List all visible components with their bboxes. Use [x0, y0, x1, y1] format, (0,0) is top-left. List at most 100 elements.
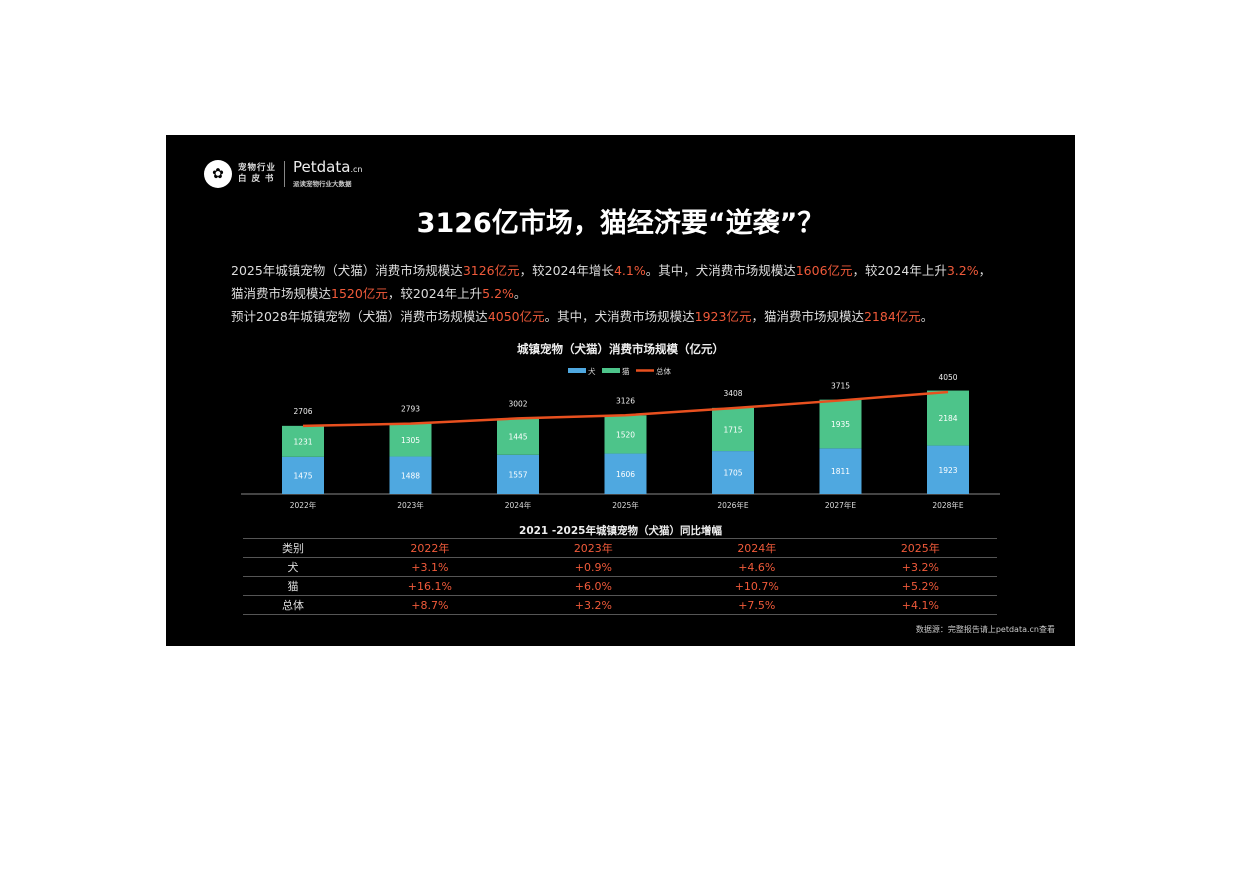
x-tick-label: 2026年E: [717, 500, 749, 510]
x-tick-label: 2025年: [612, 500, 639, 510]
table-cell: +5.2%: [843, 576, 997, 596]
text-segment: 。其中，犬消费市场规模达: [544, 309, 695, 324]
bar-cat: [819, 399, 862, 449]
table-row: 猫 +16.1% +6.0% +10.7% +5.2%: [243, 576, 997, 596]
data-label-total: 3715: [831, 381, 850, 390]
text-segment: 。: [920, 309, 934, 324]
brand-tagline: 派读宠物行业大数据: [293, 180, 352, 188]
bar-cat: [389, 423, 432, 457]
data-label-dog: 1811: [831, 467, 850, 476]
highlight-value: 1606亿元: [795, 263, 853, 278]
brand-suffix: .cn: [350, 165, 363, 174]
data-label-dog: 1475: [293, 471, 312, 480]
legend-swatch: [568, 368, 586, 373]
table-cell: +16.1%: [343, 576, 517, 596]
data-label-dog: 1557: [508, 470, 527, 479]
data-label-cat: 1715: [723, 425, 742, 434]
bar-dog: [712, 451, 754, 494]
data-label-dog: 1923: [938, 466, 957, 475]
data-label-total: 3408: [723, 389, 742, 398]
x-tick-label: 2023年: [397, 500, 424, 510]
data-label-cat: 1231: [293, 437, 312, 446]
x-tick-label: 2022年: [290, 500, 317, 510]
table-cell: +3.1%: [343, 557, 517, 577]
legend-label: 总体: [656, 366, 671, 376]
data-label-cat: 2184: [938, 414, 957, 423]
bar-dog: [819, 448, 862, 494]
table-cell: +7.5%: [669, 595, 844, 615]
logo-line1: 宠物行业: [238, 162, 277, 173]
data-label-total: 2793: [401, 405, 420, 414]
summary-paragraph: 2025年城镇宠物（犬猫）消费市场规模达3126亿元，较2024年增长4.1%。…: [231, 259, 991, 328]
legend-label: 犬: [588, 366, 596, 376]
data-label-dog: 1606: [616, 470, 635, 479]
highlight-value: 2184亿元: [863, 309, 921, 324]
text-segment: 猫消费市场规模达: [231, 286, 332, 301]
bar-cat: [497, 418, 539, 455]
table-title: 2021 -2025年城镇宠物（犬猫）同比增幅: [519, 525, 722, 537]
stacked-bar-chart: 城镇宠物（犬猫）消费市场规模（亿元） 犬 猫 总体 1475 1231 2706 2022年 1…: [241, 342, 1000, 510]
table-cell: +6.0%: [516, 576, 670, 596]
source-note: 数据源：完整报告请上petdata.cn查看: [915, 625, 1055, 634]
highlight-value: 3126亿元: [462, 263, 520, 278]
growth-table: 类别 2022年 2023年 2024年 2025年犬 +3.1% +0.9% +4.6% +3…: [243, 538, 997, 615]
summary-line-1: 2025年城镇宠物（犬猫）消费市场规模达3126亿元，较2024年增长4.1%。…: [231, 259, 991, 282]
table-row: 犬 +3.1% +0.9% +4.6% +3.2%: [243, 557, 997, 577]
data-label-cat: 1935: [831, 420, 850, 429]
table-header-row: 类别 2022年 2023年 2024年 2025年: [243, 538, 997, 558]
x-tick-label: 2024年: [505, 500, 532, 510]
highlight-value: 4.1%: [613, 263, 646, 278]
table-row: 总体 +8.7% +3.2% +7.5% +4.1%: [243, 595, 997, 615]
summary-line-2: 猫消费市场规模达1520亿元，较2024年上升5.2%。: [231, 282, 991, 305]
text-segment: ，较2024年增长: [519, 263, 614, 278]
logo-line2: 白 皮 书: [238, 173, 275, 184]
table-cell: 2022年: [343, 538, 517, 558]
bar-dog: [282, 456, 324, 494]
bar-cat: [282, 425, 324, 457]
table-cell: +10.7%: [669, 576, 844, 596]
bar-dog: [497, 454, 539, 494]
data-label-dog: 1488: [401, 471, 420, 480]
bar-dog: [927, 445, 969, 494]
bar-dog: [604, 453, 647, 494]
text-segment: ，: [978, 263, 992, 278]
table-cell: +8.7%: [343, 595, 517, 615]
x-tick-label: 2027年E: [825, 500, 857, 510]
highlight-value: 1923亿元: [694, 309, 752, 324]
data-label-total: 3002: [508, 399, 527, 408]
logo-text: 宠物行业 白 皮 书: [238, 163, 276, 185]
data-label-total: 4050: [938, 373, 957, 382]
summary-line-3: 预计2028年城镇宠物（犬猫）消费市场规模达4050亿元。其中，犬消费市场规模达…: [231, 305, 991, 328]
data-label-cat: 1445: [508, 433, 527, 442]
table-cell: +4.6%: [669, 557, 844, 577]
bar-cat: [712, 407, 754, 452]
bar-dog: [389, 456, 432, 494]
x-tick-label: 2028年E: [932, 500, 964, 510]
highlight-value: 4050亿元: [487, 309, 545, 324]
page-title: 3126亿市场，猫经济要“逆袭”？: [416, 208, 825, 239]
table-cell: +3.2%: [843, 557, 997, 577]
data-label-cat: 1520: [616, 430, 635, 439]
row-label: 总体: [243, 595, 343, 615]
table-cell: +0.9%: [516, 557, 670, 577]
legend-label: 猫: [622, 366, 630, 376]
row-label: 猫: [243, 576, 343, 596]
bar-cat: [927, 390, 969, 446]
text-segment: 2025年城镇宠物（犬猫）消费市场规模达: [231, 263, 463, 278]
chart-title: 城镇宠物（犬猫）消费市场规模（亿元）: [517, 342, 724, 356]
logo-divider: [284, 160, 286, 187]
text-segment: ，较2024年上升: [852, 263, 947, 278]
data-label-total: 3126: [616, 396, 635, 405]
data-label-dog: 1705: [723, 469, 742, 478]
text-segment: ，猫消费市场规模达: [751, 309, 864, 324]
row-label: 犬: [243, 557, 343, 577]
logo-mark-icon: ✿: [204, 159, 232, 188]
legend-swatch: [602, 368, 620, 373]
row-label: 类别: [243, 538, 343, 558]
logo: ✿ 宠物行业 白 皮 书 Petdata.cn 派读宠物行业大数据: [204, 159, 362, 188]
infographic-panel: ✿ 宠物行业 白 皮 书 Petdata.cn 派读宠物行业大数据 3126亿市…: [166, 135, 1075, 646]
text-segment: 。其中，犬消费市场规模达: [645, 263, 796, 278]
brand: Petdata.cn: [293, 159, 362, 178]
highlight-value: 5.2%: [482, 286, 514, 301]
table-cell: 2023年: [516, 538, 670, 558]
